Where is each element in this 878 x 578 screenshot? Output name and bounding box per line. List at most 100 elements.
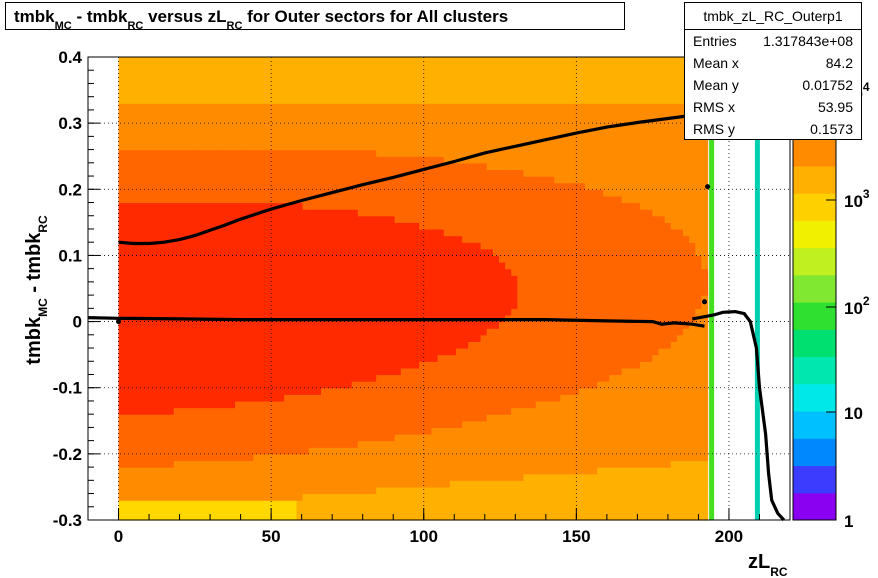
heatmap-cell: [511, 63, 518, 71]
heatmap-cell: [149, 447, 156, 455]
heatmap-cell: [498, 440, 506, 448]
heatmap-cell: [523, 195, 531, 204]
heatmap-cell: [228, 149, 236, 157]
heatmap-cell: [443, 281, 451, 290]
heatmap-cell: [548, 83, 555, 91]
heatmap-cell: [118, 195, 126, 204]
heatmap-cell: [370, 209, 377, 217]
heatmap-cell: [321, 268, 328, 276]
heatmap-cell: [124, 109, 132, 118]
heatmap-cell: [198, 142, 206, 151]
heatmap-cell: [278, 407, 285, 415]
heatmap-cell: [247, 215, 255, 223]
heatmap-cell: [511, 387, 518, 395]
heatmap-cell: [468, 427, 476, 435]
heatmap-cell: [179, 90, 187, 98]
heatmap-cell: [462, 288, 469, 296]
heatmap-cell: [179, 96, 187, 104]
heatmap-cell: [339, 381, 347, 389]
heatmap-cell: [351, 480, 359, 488]
heatmap-cell: [388, 275, 396, 283]
heatmap-cell: [186, 235, 193, 243]
heatmap-cell: [511, 348, 518, 356]
heatmap-cell: [370, 76, 377, 85]
heatmap-cell: [419, 420, 426, 428]
heatmap-cell: [406, 176, 414, 184]
heatmap-cell: [529, 83, 537, 91]
heatmap-cell: [308, 96, 316, 104]
heatmap-cell: [296, 262, 304, 270]
heatmap-cell: [290, 354, 298, 362]
heatmap-cell: [376, 486, 383, 495]
heatmap-cell: [468, 361, 476, 369]
heatmap-cell: [400, 348, 408, 356]
heatmap-cell: [253, 96, 261, 104]
heatmap-cell: [271, 381, 279, 389]
heatmap-cell: [265, 63, 273, 71]
heatmap-cell: [486, 129, 494, 137]
heatmap-cell: [363, 381, 371, 389]
heatmap-cell: [345, 209, 353, 217]
heatmap-cell: [541, 480, 549, 488]
heatmap-cell: [302, 242, 310, 250]
heatmap-cell: [186, 460, 193, 468]
heatmap-cell: [308, 407, 316, 415]
heatmap-cell: [480, 195, 488, 204]
heatmap-cell: [118, 222, 126, 230]
heatmap-cell: [155, 394, 163, 402]
heatmap-cell: [284, 500, 291, 508]
heatmap-cell: [118, 63, 126, 71]
heatmap-cell: [541, 427, 549, 435]
heatmap-cell: [492, 328, 500, 336]
heatmap-cell: [456, 506, 463, 514]
heatmap-cell: [406, 222, 414, 230]
heatmap-cell: [370, 96, 377, 104]
heatmap-cell: [333, 387, 341, 395]
heatmap-cell: [321, 348, 328, 356]
heatmap-cell: [406, 268, 414, 276]
heatmap-cell: [388, 176, 396, 184]
heatmap-cell: [247, 149, 255, 157]
heatmap-cell: [118, 281, 126, 290]
heatmap-cell: [265, 90, 273, 98]
heatmap-cell: [370, 447, 377, 455]
heatmap-cell: [290, 129, 298, 137]
heatmap-cell: [370, 235, 377, 243]
heatmap-cell: [413, 500, 420, 508]
heatmap-cell: [413, 328, 420, 336]
heatmap-cell: [523, 189, 531, 197]
heatmap-cell: [339, 103, 347, 111]
heatmap-cell: [548, 394, 555, 402]
heatmap-cell: [517, 235, 525, 243]
heatmap-cell: [302, 255, 310, 263]
heatmap-cell: [235, 467, 242, 475]
heatmap-cell: [333, 195, 341, 204]
heatmap-cell: [155, 486, 163, 495]
heatmap-cell: [431, 354, 439, 362]
heatmap-cell: [339, 202, 347, 210]
heatmap-cell: [155, 387, 163, 395]
heatmap-cell: [333, 420, 341, 428]
heatmap-cell: [370, 513, 377, 521]
heatmap-cell: [124, 162, 132, 171]
heatmap-cell: [468, 162, 476, 171]
heatmap-cell: [456, 215, 463, 223]
heatmap-cell: [449, 308, 457, 316]
heatmap-cell: [345, 142, 353, 151]
heatmap-cell: [290, 189, 298, 197]
heatmap-cell: [339, 90, 347, 98]
heatmap-cell: [406, 301, 414, 309]
heatmap-cell: [370, 334, 377, 343]
heatmap-cell: [425, 493, 433, 501]
heatmap-cell: [339, 149, 347, 157]
heatmap-cell: [345, 281, 353, 290]
heatmap-cell: [419, 367, 426, 376]
heatmap-cell: [161, 228, 169, 237]
heatmap-cell: [431, 453, 439, 462]
heatmap-cell: [167, 182, 175, 190]
heatmap-cell: [535, 367, 543, 376]
heatmap-cell: [505, 275, 512, 283]
heatmap-cell: [296, 453, 304, 462]
heatmap-cell: [456, 262, 463, 270]
heatmap-cell: [535, 156, 543, 164]
